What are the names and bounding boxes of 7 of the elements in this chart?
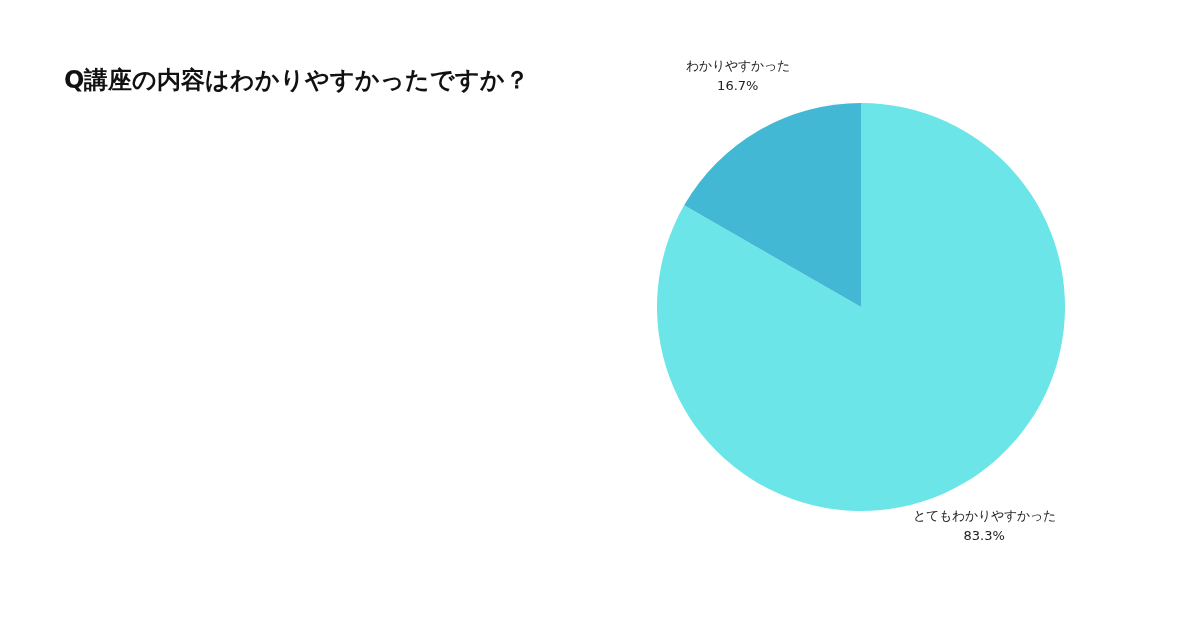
pie-slice [657,103,1065,511]
text: Q講座の内容はわかりやすかったですか？ [64,65,530,96]
pie-slice [684,103,861,307]
data-label: 16.7% [717,78,759,94]
slice-label: とてもわかりやすかった [912,507,1056,523]
slice-label: わかりやすかった [685,58,790,74]
data-label: 83.3% [963,527,1005,543]
